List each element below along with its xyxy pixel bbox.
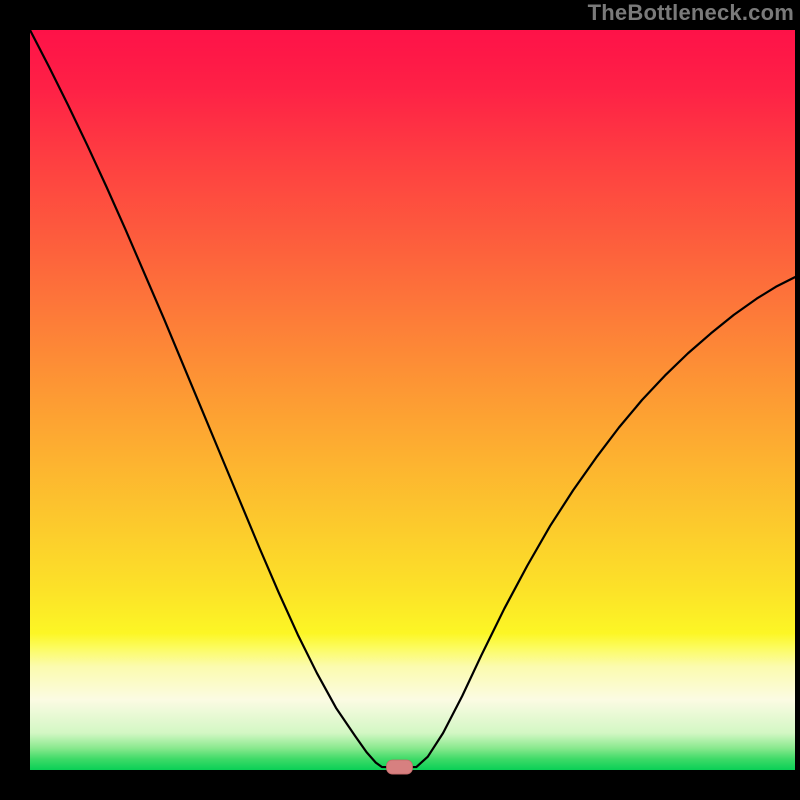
optimal-point-marker [386, 760, 412, 774]
bottleneck-curve-plot [0, 0, 800, 800]
watermark-text: TheBottleneck.com [588, 0, 794, 26]
chart-container: TheBottleneck.com [0, 0, 800, 800]
plot-background [30, 30, 795, 770]
